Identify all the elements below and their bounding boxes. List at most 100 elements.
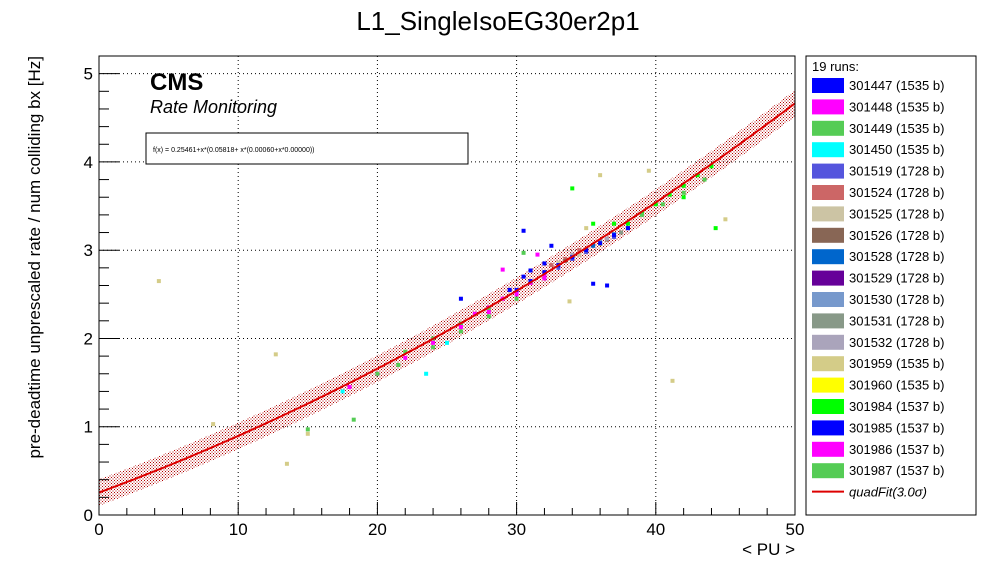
data-point (396, 362, 401, 367)
data-point (653, 202, 658, 207)
cms-sublabel: Rate Monitoring (150, 97, 277, 117)
data-point (598, 241, 603, 246)
data-point (521, 274, 526, 279)
legend-swatch (812, 334, 844, 350)
data-point (681, 195, 686, 200)
data-point (500, 267, 505, 272)
data-point (431, 345, 436, 350)
legend-label: 301530 (1728 b) (849, 292, 944, 307)
legend-label: 301986 (1537 b) (849, 442, 944, 457)
data-point (605, 236, 610, 241)
data-point (591, 243, 596, 248)
y-tick-label: 0 (84, 506, 93, 525)
data-point (584, 226, 589, 231)
data-point (625, 221, 630, 226)
legend-swatch (812, 142, 844, 158)
data-point (535, 252, 540, 257)
data-point (591, 221, 596, 226)
data-point (486, 314, 491, 319)
data-point (702, 177, 707, 182)
x-axis-title: < PU > (742, 540, 795, 559)
legend-swatch (812, 270, 844, 286)
legend-label: 301519 (1728 b) (849, 164, 944, 179)
cms-label: CMS (150, 69, 203, 96)
data-point (584, 248, 589, 253)
data-point (612, 233, 617, 238)
x-tick-label: 10 (229, 520, 248, 539)
data-point (514, 296, 519, 301)
legend-label: 301985 (1537 b) (849, 420, 944, 435)
data-point (347, 385, 352, 390)
data-point (458, 296, 463, 301)
data-point (605, 283, 610, 288)
data-point (528, 268, 533, 273)
legend-fit-label: quadFit(3.0σ) (849, 485, 927, 500)
data-point (486, 307, 491, 312)
y-axis-title: pre-deadtime unprescaled rate / num coll… (25, 56, 44, 459)
fit-curve (99, 102, 795, 494)
legend-swatch (812, 377, 844, 393)
data-point (528, 279, 533, 284)
data-point (305, 427, 310, 432)
legend-header: 19 runs: (812, 59, 859, 74)
legend-label: 301528 (1728 b) (849, 249, 944, 264)
legend-label: 301532 (1728 b) (849, 335, 944, 350)
data-point (723, 217, 728, 222)
legend-swatch (812, 249, 844, 265)
legend-label: 301450 (1535 b) (849, 142, 944, 157)
data-point (211, 422, 216, 427)
data-point (646, 168, 651, 173)
data-point (156, 279, 161, 284)
data-point (521, 228, 526, 233)
data-point (521, 250, 526, 255)
legend-label: 301448 (1535 b) (849, 99, 944, 114)
legend-label: 301531 (1728 b) (849, 313, 944, 328)
fit-uncertainty-band (99, 90, 795, 506)
data-point (340, 389, 345, 394)
fit-formula-box (145, 132, 469, 165)
data-point (514, 292, 519, 297)
legend-swatch (812, 78, 844, 93)
legend-swatch (812, 227, 844, 243)
legend-label: 301987 (1537 b) (849, 463, 944, 478)
x-tick-label: 50 (786, 520, 805, 539)
data-point (660, 202, 665, 207)
data-point (445, 340, 449, 345)
legend-swatch (812, 399, 844, 414)
legend-swatch (812, 120, 844, 136)
data-point (507, 287, 512, 292)
legend-label: 301529 (1728 b) (849, 271, 944, 286)
axis-ticks: 0 10 20 30 40 50 0 1 2 3 4 5 (84, 65, 805, 539)
data-point (570, 252, 575, 257)
y-tick-label: 3 (84, 241, 93, 260)
data-point (577, 252, 582, 257)
legend-swatch (812, 185, 844, 200)
fit-formula-text: f(x) = 0.25461+x*(0.05818+ x*(0.00060+x*… (153, 147, 315, 154)
legend-swatch (812, 163, 844, 179)
data-point (542, 276, 547, 281)
legend-swatch (812, 99, 844, 115)
data-point (431, 340, 436, 345)
data-point (375, 371, 380, 376)
legend-label: 301984 (1537 b) (849, 399, 944, 414)
legend-swatch (812, 206, 844, 222)
data-point (305, 431, 310, 436)
data-point (667, 192, 672, 197)
data-point (549, 243, 554, 248)
data-point (542, 261, 547, 266)
data-point (556, 265, 561, 270)
legend-swatch (812, 463, 844, 479)
data-point (549, 263, 554, 268)
y-tick-label: 1 (84, 418, 93, 437)
data-point (713, 226, 718, 231)
x-tick-label: 40 (646, 520, 665, 539)
data-point (403, 355, 408, 360)
data-point (681, 183, 686, 188)
data-point (670, 378, 675, 383)
legend-label: 301960 (1535 b) (849, 378, 944, 393)
legend-swatch (812, 441, 844, 457)
data-point (709, 164, 714, 169)
fit-curve-layer (99, 102, 795, 494)
chart-title: L1_SingleIsoEG30er2p1 (356, 6, 639, 36)
